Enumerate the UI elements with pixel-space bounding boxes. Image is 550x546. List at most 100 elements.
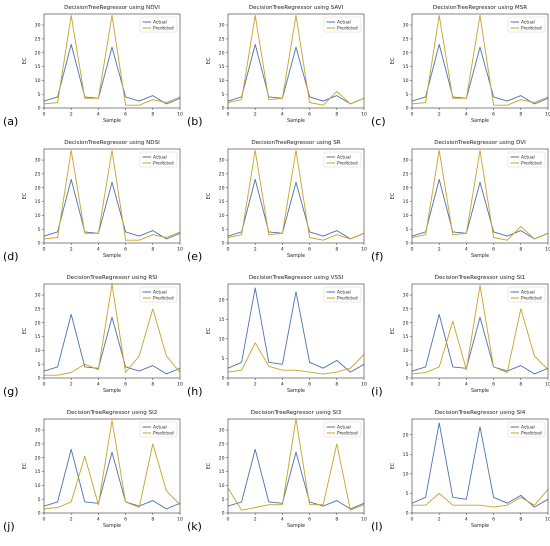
legend-label-actual: Actual [153, 155, 167, 161]
chart-title: DecisionTreeRegressor using VSSI [249, 275, 344, 281]
y-tick-label: 10 [403, 213, 409, 219]
x-axis-label: Sample [103, 118, 121, 124]
x-tick-label: 4 [281, 112, 284, 118]
x-tick-label: 8 [519, 382, 522, 388]
x-tick-label: 8 [151, 247, 154, 253]
y-tick-label: 25 [219, 441, 225, 447]
x-tick-label: 2 [70, 382, 73, 388]
y-tick-label: 30 [35, 293, 41, 299]
y-tick-label: 15 [35, 64, 41, 70]
x-tick-label: 2 [438, 382, 441, 388]
y-tick-label: 0 [38, 106, 41, 112]
legend-label-predicted: Predicted [337, 431, 358, 437]
plot-frame [43, 13, 181, 109]
y-tick-label: 20 [403, 185, 409, 191]
x-axis-label: Sample [471, 388, 489, 394]
y-tick-label: 15 [35, 469, 41, 475]
y-axis-label: EC [22, 192, 28, 199]
chart-panel-5: DecisionTreeRegressor using DVI 0 2 4 6 8 10 0 5… [371, 140, 550, 263]
y-tick-label: 0 [222, 376, 225, 382]
y-tick-label: 20 [35, 185, 41, 191]
x-tick-label: 4 [281, 517, 284, 523]
chart-title: DecisionTreeRegressor using SAVI [249, 5, 344, 11]
x-axis-label: Sample [287, 523, 305, 529]
y-tick-label: 0 [222, 241, 225, 247]
y-tick-label: 25 [35, 36, 41, 42]
legend-label-predicted: Predicted [337, 26, 358, 32]
x-tick-label: 2 [254, 517, 257, 523]
y-tick-label: 15 [219, 64, 225, 70]
x-tick-label: 0 [227, 382, 230, 388]
y-tick-label: 20 [219, 297, 225, 303]
y-tick-label: 15 [403, 334, 409, 340]
series-line-actual [44, 313, 180, 375]
legend-label-predicted: Predicted [521, 431, 542, 437]
x-tick-label: 10 [177, 517, 183, 523]
y-tick-label: 30 [35, 428, 41, 434]
y-tick-label: 10 [219, 213, 225, 219]
series-line-actual [412, 313, 548, 375]
legend-label-actual: Actual [153, 20, 167, 26]
y-tick-label: 15 [219, 469, 225, 475]
x-axis-label: Sample [287, 118, 305, 124]
chart-title: DecisionTreeRegressor using MSR [433, 5, 527, 11]
x-tick-label: 0 [227, 112, 230, 118]
y-tick-label: 20 [219, 50, 225, 56]
series-line-actual [228, 178, 364, 240]
y-tick-label: 25 [403, 171, 409, 177]
series-line-actual [228, 448, 364, 510]
series-line-predicted [412, 149, 548, 241]
y-tick-label: 25 [35, 441, 41, 447]
x-tick-label: 10 [545, 517, 550, 523]
chart-panel-9: DecisionTreeRegressor using SI2 0 2 4 6 8 10 0 5… [3, 410, 183, 533]
y-tick-label: 0 [38, 376, 41, 382]
y-tick-label: 0 [406, 511, 409, 517]
x-tick-label: 4 [465, 247, 468, 253]
y-axis-label: EC [206, 462, 212, 469]
chart-panel-7: DecisionTreeRegressor using VSSI 0 2 4 6 8 10 0… [187, 275, 367, 398]
y-tick-label: 25 [403, 306, 409, 312]
chart-title: DecisionTreeRegressor using RSI [66, 275, 157, 281]
y-tick-label: 5 [38, 362, 41, 368]
plot-frame [411, 13, 549, 109]
legend-label-actual: Actual [153, 425, 167, 431]
panel-label: (e) [187, 250, 202, 263]
x-tick-label: 6 [308, 382, 311, 388]
plot-frame [227, 13, 365, 109]
x-tick-label: 2 [70, 517, 73, 523]
y-tick-label: 15 [219, 199, 225, 205]
chart-title: DecisionTreeRegressor using SI2 [67, 410, 158, 416]
y-tick-label: 15 [35, 334, 41, 340]
x-tick-label: 6 [308, 247, 311, 253]
y-tick-label: 0 [406, 106, 409, 112]
y-tick-label: 5 [406, 491, 409, 497]
y-tick-label: 0 [38, 241, 41, 247]
y-axis-label: EC [22, 57, 28, 64]
chart-title: DecisionTreeRegressor using NDVI [64, 5, 160, 11]
x-tick-label: 8 [335, 247, 338, 253]
y-tick-label: 30 [403, 293, 409, 299]
y-tick-label: 20 [403, 320, 409, 326]
y-tick-label: 5 [222, 497, 225, 503]
x-tick-label: 2 [70, 247, 73, 253]
y-tick-label: 20 [35, 455, 41, 461]
x-axis-label: Sample [471, 118, 489, 124]
panel-label: (j) [3, 520, 15, 533]
x-tick-label: 2 [438, 517, 441, 523]
x-tick-label: 0 [227, 247, 230, 253]
chart-title: DecisionTreeRegressor using SI4 [435, 410, 526, 416]
panel-label: (h) [187, 385, 203, 398]
legend-label-predicted: Predicted [153, 431, 174, 437]
x-tick-label: 2 [254, 112, 257, 118]
panel-label: (g) [3, 385, 19, 398]
y-tick-label: 30 [35, 23, 41, 29]
x-tick-label: 10 [177, 382, 183, 388]
plot-frame [411, 148, 549, 244]
legend-label-predicted: Predicted [153, 161, 174, 167]
x-tick-label: 2 [438, 247, 441, 253]
y-tick-label: 25 [35, 171, 41, 177]
